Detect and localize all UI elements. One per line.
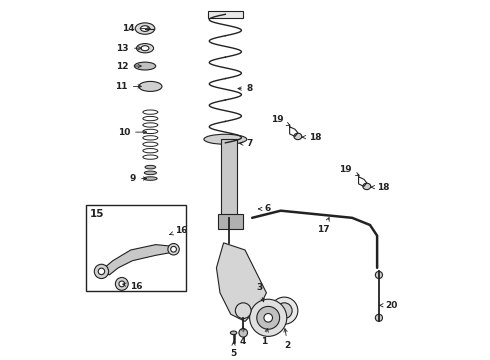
Ellipse shape — [141, 26, 149, 31]
Text: 16: 16 — [170, 226, 188, 235]
Text: 14: 14 — [122, 24, 150, 33]
Text: 17: 17 — [317, 217, 330, 234]
Circle shape — [375, 271, 383, 279]
Circle shape — [115, 278, 128, 290]
Text: 12: 12 — [117, 62, 141, 71]
Text: 3: 3 — [256, 283, 264, 302]
Circle shape — [98, 268, 105, 275]
Circle shape — [375, 314, 383, 321]
Ellipse shape — [144, 177, 157, 180]
Ellipse shape — [144, 171, 156, 175]
Text: 20: 20 — [379, 301, 397, 310]
Polygon shape — [102, 244, 175, 275]
Circle shape — [249, 299, 287, 336]
Circle shape — [276, 303, 292, 319]
Text: 9: 9 — [130, 174, 147, 183]
Text: 11: 11 — [115, 82, 141, 91]
Text: 19: 19 — [340, 165, 359, 176]
Ellipse shape — [145, 165, 156, 169]
Circle shape — [119, 281, 124, 287]
Circle shape — [264, 314, 272, 322]
Ellipse shape — [139, 81, 162, 91]
Ellipse shape — [135, 23, 155, 34]
Ellipse shape — [363, 183, 371, 190]
Circle shape — [94, 264, 109, 279]
Ellipse shape — [294, 133, 302, 140]
Text: 2: 2 — [284, 329, 291, 350]
Bar — [218, 214, 243, 229]
Polygon shape — [217, 243, 267, 321]
Text: 4: 4 — [240, 327, 246, 346]
Text: 10: 10 — [118, 128, 147, 137]
Circle shape — [257, 306, 280, 329]
Text: 13: 13 — [117, 44, 141, 53]
Text: 18: 18 — [302, 132, 321, 141]
Circle shape — [270, 297, 298, 324]
Circle shape — [171, 246, 176, 252]
Ellipse shape — [136, 44, 153, 53]
Text: 19: 19 — [271, 115, 290, 126]
Circle shape — [168, 244, 179, 255]
Bar — [221, 139, 237, 221]
Ellipse shape — [230, 331, 237, 334]
Circle shape — [239, 329, 247, 337]
Text: 6: 6 — [259, 204, 271, 213]
Text: 15: 15 — [90, 209, 104, 219]
Text: 16: 16 — [122, 282, 143, 291]
Ellipse shape — [141, 46, 149, 51]
Text: 5: 5 — [230, 342, 237, 358]
Bar — [86, 205, 186, 291]
Text: 7: 7 — [240, 139, 253, 148]
Bar — [207, 12, 243, 18]
Text: 18: 18 — [371, 183, 390, 192]
Ellipse shape — [134, 62, 156, 70]
Circle shape — [235, 303, 251, 319]
Ellipse shape — [204, 134, 247, 144]
Text: 1: 1 — [262, 329, 269, 346]
Text: 8: 8 — [238, 84, 253, 93]
